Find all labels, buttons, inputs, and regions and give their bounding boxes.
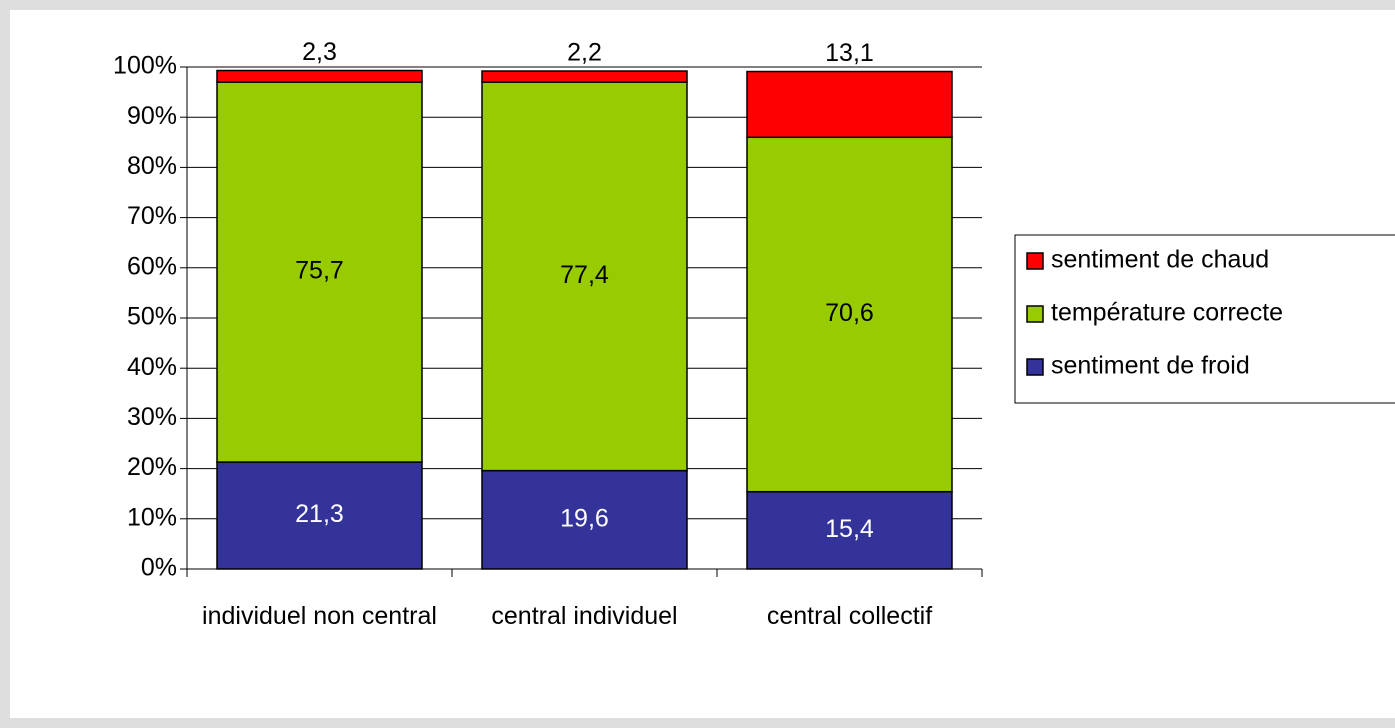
y-tick-label: 10% <box>127 503 177 531</box>
bar-segment <box>746 490 953 570</box>
bar-segment <box>746 70 953 139</box>
y-tick-label: 90% <box>127 102 177 130</box>
data-label: 2,2 <box>567 39 602 67</box>
x-tick-label: central collectif <box>767 602 932 630</box>
data-label: 15,4 <box>825 515 874 543</box>
y-tick-label: 50% <box>127 303 177 331</box>
data-label: 13,1 <box>825 39 874 67</box>
legend-label: sentiment de froid <box>1051 352 1250 380</box>
x-tick-label-line: central collectif <box>767 602 932 630</box>
y-tick-label: 20% <box>127 453 177 481</box>
bar-segment <box>481 469 688 570</box>
data-label: 75,7 <box>295 257 344 285</box>
y-tick-label: 0% <box>141 554 177 582</box>
legend-box <box>1014 234 1395 404</box>
bar-segment <box>216 69 423 83</box>
data-label: 2,3 <box>302 38 337 66</box>
y-tick-label: 70% <box>127 202 177 230</box>
data-label: 70,6 <box>825 299 874 327</box>
y-tick-label: 100% <box>113 52 177 80</box>
bar-segment <box>746 136 953 493</box>
legend-label: sentiment de chaud <box>1051 246 1269 274</box>
bar-segment <box>216 81 423 463</box>
legend-swatch <box>1026 358 1044 376</box>
data-label: 19,6 <box>560 504 609 532</box>
data-label: 77,4 <box>560 261 609 289</box>
data-label: 21,3 <box>295 500 344 528</box>
legend-label: température correcte <box>1051 299 1283 327</box>
legend-swatch <box>1026 305 1044 323</box>
y-tick-label: 60% <box>127 252 177 280</box>
y-tick-label: 80% <box>127 152 177 180</box>
x-tick-label: individuel non central <box>202 602 437 630</box>
legend-swatch <box>1026 252 1044 270</box>
y-tick-label: 30% <box>127 403 177 431</box>
x-tick-label-line: individuel non central <box>202 602 437 630</box>
bar-segment <box>216 461 423 570</box>
y-tick-label: 40% <box>127 353 177 381</box>
x-tick-label: central individuel <box>491 602 677 630</box>
bar-segment <box>481 81 688 472</box>
bar-segment <box>481 70 688 83</box>
x-tick-label-line: central individuel <box>491 602 677 630</box>
